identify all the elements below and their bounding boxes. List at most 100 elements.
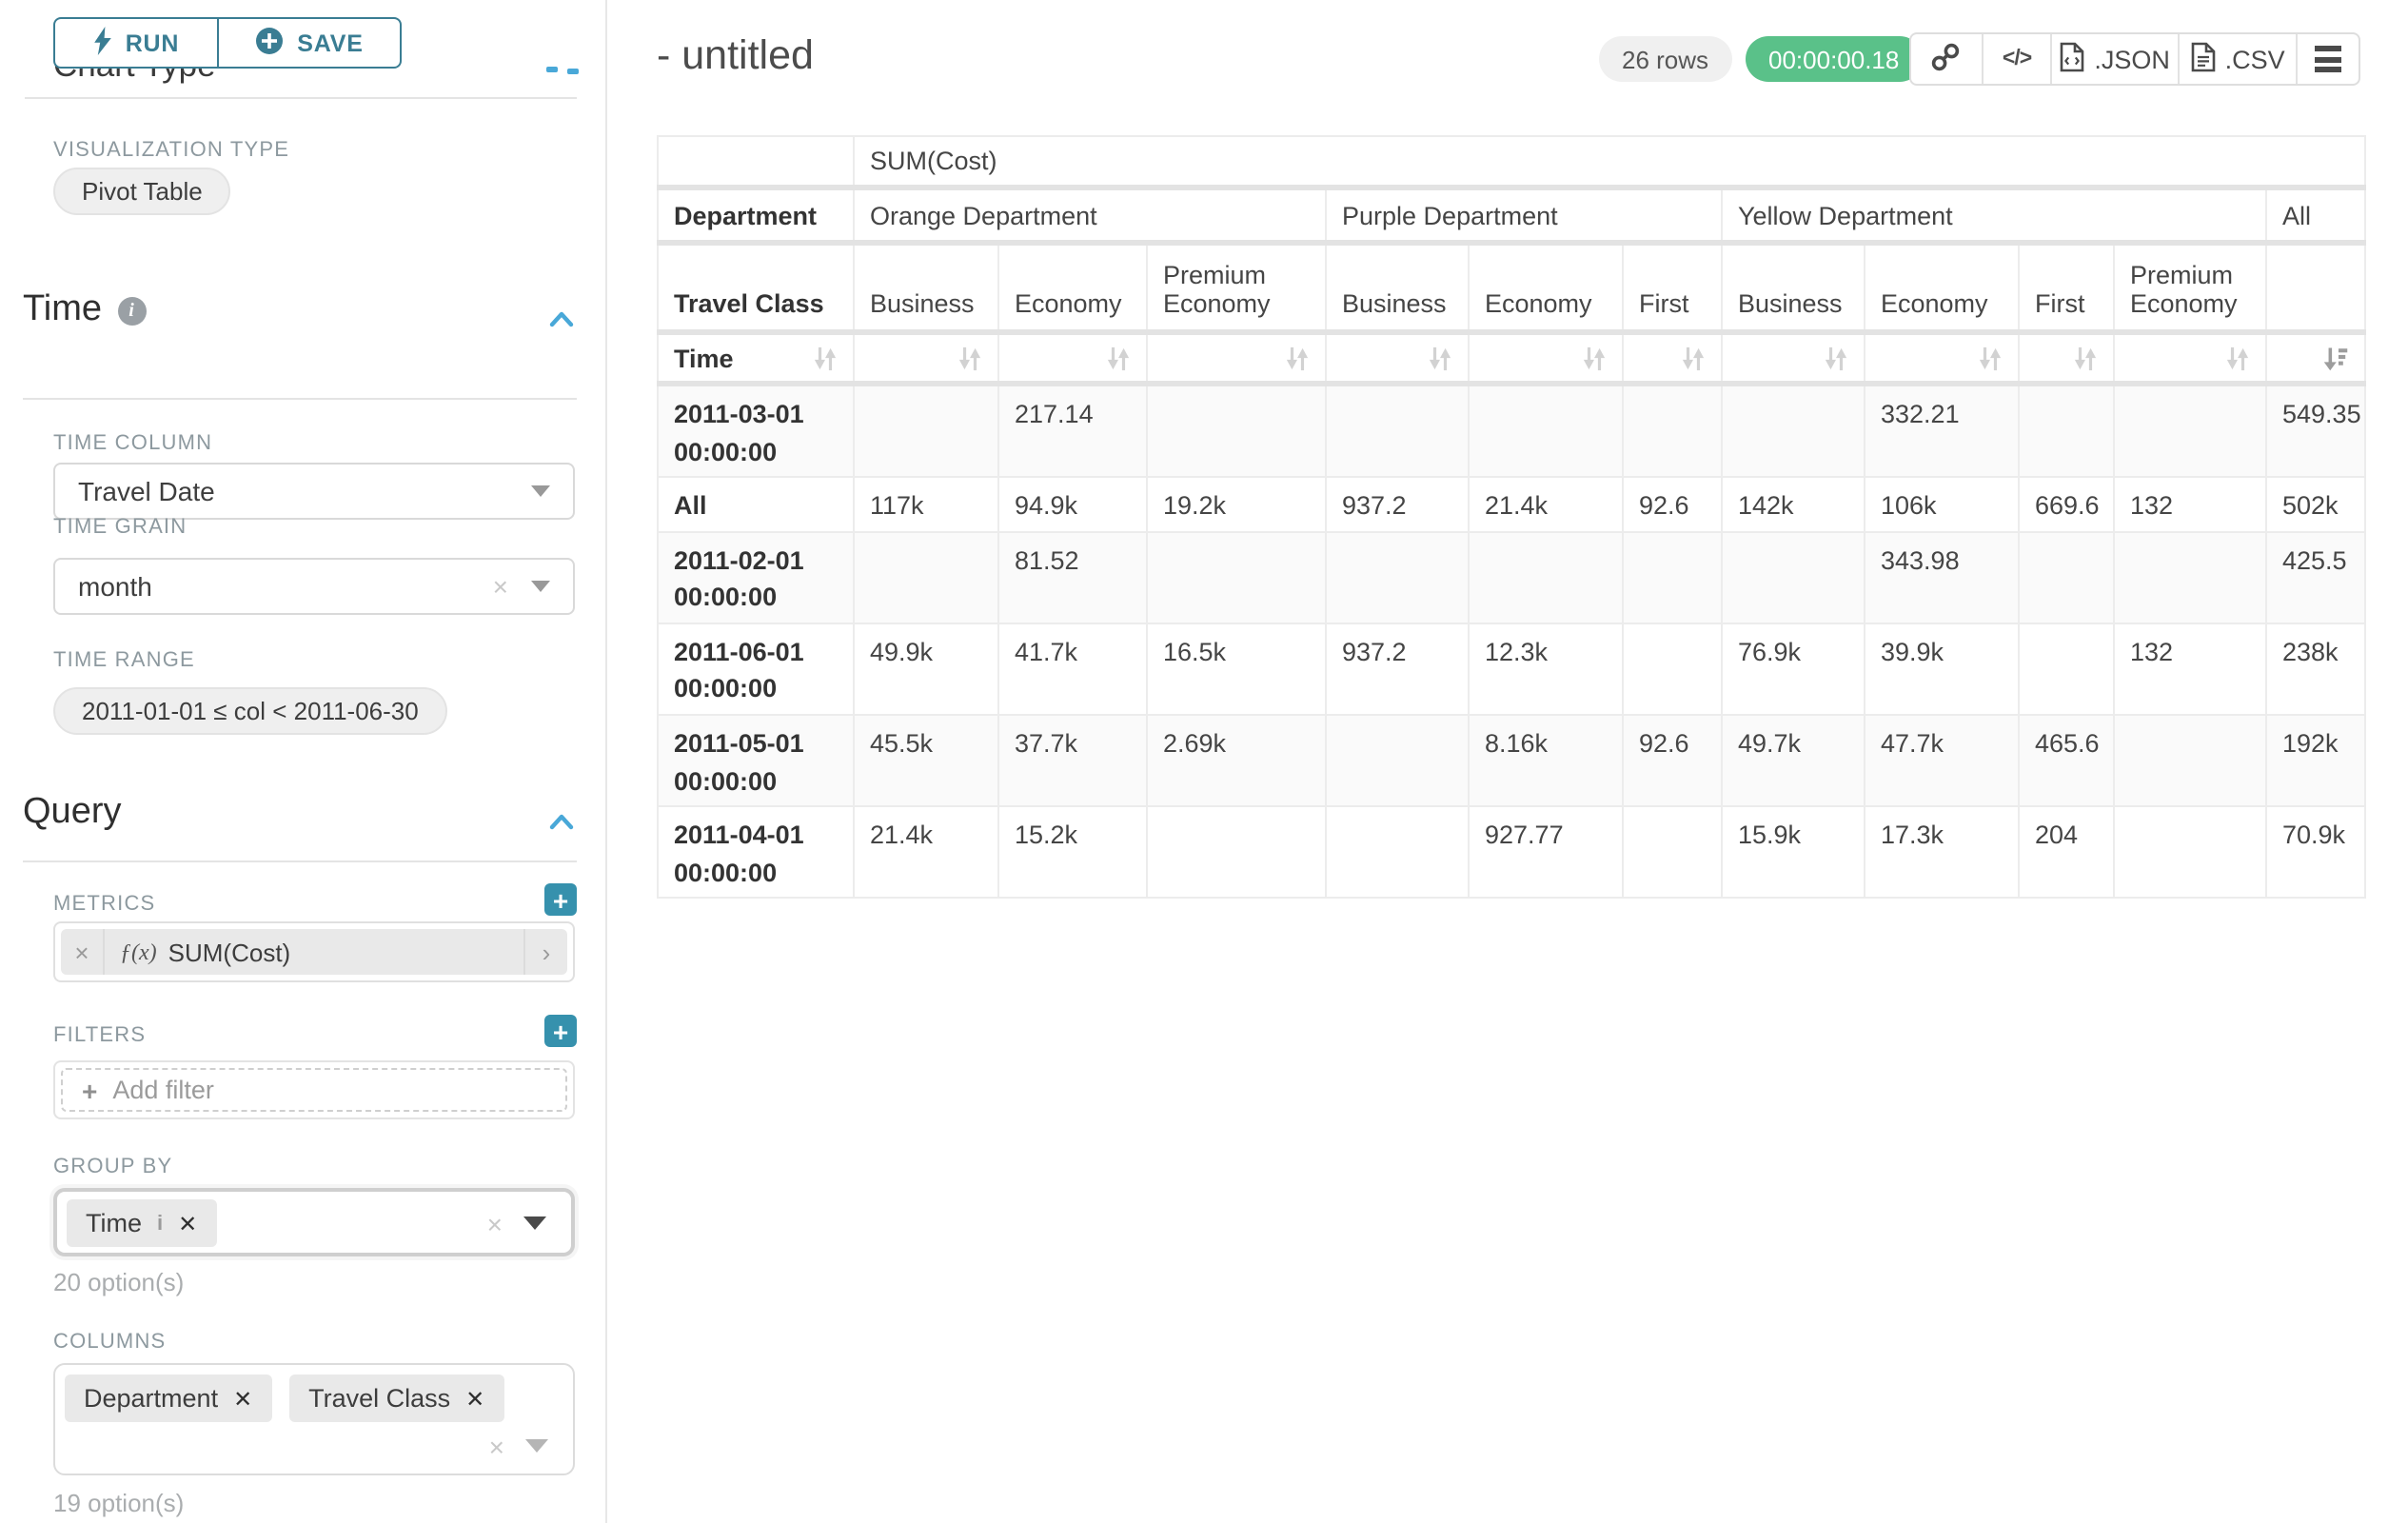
table-row: 2011-04-01 00:00:00 21.4k 15.2k 927.77 15.9k 1… xyxy=(657,805,2367,900)
sort-desc-icon[interactable] xyxy=(2322,346,2349,370)
group-by-tag: Time i ✕ xyxy=(67,1199,217,1247)
pivot-value-cell: 49.9k xyxy=(853,622,999,716)
pivot-value-cell: 2.69k xyxy=(1146,713,1327,808)
pivot-row-header: 2011-02-01 00:00:00 xyxy=(657,530,855,624)
remove-tag-icon[interactable]: ✕ xyxy=(465,1385,485,1412)
pivot-metric-row: SUM(Cost) xyxy=(657,135,2367,190)
pivot-department-row: Department Orange Department Purple Depart… xyxy=(657,187,2367,246)
pivot-value-cell: 81.52 xyxy=(997,530,1148,624)
pivot-value-cell: 15.9k xyxy=(1721,805,1865,900)
pivot-row-header: 2011-03-01 00:00:00 xyxy=(657,382,855,479)
remove-metric-icon[interactable]: × xyxy=(74,938,89,966)
pivot-value-cell: 16.5k xyxy=(1146,622,1327,716)
sort-icon[interactable] xyxy=(1681,346,1706,370)
pivot-class-header: First xyxy=(2018,242,2115,335)
pivot-row-header: 2011-06-01 00:00:00 xyxy=(657,622,855,716)
expand-metric-chevron-icon[interactable]: › xyxy=(542,938,551,966)
time-range-value[interactable]: 2011-01-01 ≤ col < 2011-06-30 xyxy=(53,687,447,735)
pivot-class-corner: Travel Class xyxy=(657,242,855,335)
query-section-collapse-chevron-icon[interactable] xyxy=(548,805,575,840)
metric-pill[interactable]: × ƒ(x) SUM(Cost) › xyxy=(61,929,567,975)
pivot-table: SUM(Cost) Department Orange Department Purp… xyxy=(657,135,2367,900)
add-filter-button[interactable]: + Add filter xyxy=(61,1068,567,1112)
group-by-control[interactable]: Time i ✕ × xyxy=(53,1188,575,1256)
time-section-collapse-chevron-icon[interactable] xyxy=(548,303,575,337)
pivot-sort-cell xyxy=(1622,331,1723,386)
pivot-sort-cell xyxy=(2018,331,2115,386)
time-section-heading: Time i xyxy=(23,289,147,331)
sort-icon[interactable] xyxy=(2225,346,2250,370)
chart-title[interactable]: - untitled xyxy=(657,32,814,78)
pivot-table-container: SUM(Cost) Department Orange Department Purp… xyxy=(657,135,2367,900)
pivot-value-cell: 12.3k xyxy=(1468,622,1624,716)
query-section-heading: Query xyxy=(23,792,122,832)
pivot-value-cell xyxy=(1721,530,1865,624)
remove-tag-icon[interactable]: ✕ xyxy=(233,1385,253,1412)
chevron-down-icon xyxy=(531,485,550,497)
pivot-value-cell: 94.9k xyxy=(997,476,1148,533)
pivot-value-cell xyxy=(2018,622,2115,716)
save-button[interactable]: SAVE xyxy=(217,17,402,69)
add-filter-plus-button[interactable]: + xyxy=(544,1015,577,1047)
pivot-value-cell: 238k xyxy=(2264,622,2367,716)
pivot-value-cell: 19.2k xyxy=(1146,476,1327,533)
pivot-sort-cell xyxy=(1864,331,2020,386)
export-csv-button[interactable]: .CSV xyxy=(2177,34,2297,84)
pivot-class-header: First xyxy=(1622,242,1723,335)
table-row: 2011-03-01 00:00:00 217.14 332.21 549.35 xyxy=(657,382,2367,479)
run-save-button-group: RUN SAVE xyxy=(53,17,402,69)
filters-control: + Add filter xyxy=(53,1060,575,1119)
time-grain-select[interactable]: month × xyxy=(53,558,575,615)
sort-icon[interactable] xyxy=(1106,346,1131,370)
table-row: 2011-05-01 00:00:00 45.5k 37.7k 2.69k 8.16k 92… xyxy=(657,713,2367,808)
pivot-sort-cell xyxy=(1721,331,1865,386)
pivot-value-cell xyxy=(1325,530,1470,624)
pivot-value-cell xyxy=(2018,530,2115,624)
view-query-button[interactable]: </> xyxy=(1981,34,2050,84)
pivot-value-cell: 76.9k xyxy=(1721,622,1865,716)
share-link-button[interactable] xyxy=(1911,34,1981,84)
pivot-value-cell: 937.2 xyxy=(1325,476,1470,533)
sort-icon[interactable] xyxy=(957,346,982,370)
pivot-value-cell xyxy=(853,530,999,624)
more-options-button[interactable] xyxy=(2296,34,2359,84)
time-grain-label: TIME GRAIN xyxy=(53,516,188,539)
chevron-down-icon[interactable] xyxy=(523,1216,546,1230)
pivot-value-cell xyxy=(853,382,999,479)
sort-icon[interactable] xyxy=(1824,346,1848,370)
sort-icon[interactable] xyxy=(1285,346,1310,370)
pivot-value-cell xyxy=(1622,530,1723,624)
columns-control[interactable]: Department ✕ Travel Class ✕ × xyxy=(53,1363,575,1475)
pivot-sort-cell xyxy=(1325,331,1470,386)
pivot-time-corner: Time xyxy=(657,331,855,386)
time-range-label: TIME RANGE xyxy=(53,649,195,672)
pivot-value-cell xyxy=(1146,530,1327,624)
sort-icon[interactable] xyxy=(1978,346,2003,370)
chevron-down-icon[interactable] xyxy=(525,1439,548,1453)
run-button[interactable]: RUN xyxy=(53,17,219,69)
sort-icon[interactable] xyxy=(2073,346,2098,370)
time-column-select[interactable]: Travel Date xyxy=(53,463,575,520)
row-count-badge: 26 rows xyxy=(1599,36,1732,82)
pivot-sort-cell xyxy=(2264,331,2367,386)
sort-icon[interactable] xyxy=(813,346,838,370)
clear-icon[interactable]: × xyxy=(488,1432,504,1462)
plus-icon: + xyxy=(82,1075,98,1105)
clear-icon[interactable]: × xyxy=(486,1209,503,1239)
hamburger-menu-icon xyxy=(2315,46,2342,72)
sort-icon[interactable] xyxy=(1582,346,1607,370)
sort-icon[interactable] xyxy=(1428,346,1452,370)
clear-icon[interactable]: × xyxy=(492,571,508,602)
export-json-button[interactable]: .JSON xyxy=(2050,34,2178,84)
pivot-value-cell: 142k xyxy=(1721,476,1865,533)
pivot-value-cell: 927.77 xyxy=(1468,805,1624,900)
pivot-class-row: Travel Class Business Economy Premium Econo… xyxy=(657,242,2367,335)
visualization-type-value[interactable]: Pivot Table xyxy=(53,168,231,215)
columns-label: COLUMNS xyxy=(53,1331,167,1354)
remove-tag-icon[interactable]: ✕ xyxy=(178,1210,198,1236)
pivot-value-cell: 49.7k xyxy=(1721,713,1865,808)
add-metric-button[interactable]: + xyxy=(544,883,577,916)
pivot-value-cell: 937.2 xyxy=(1325,622,1470,716)
pivot-value-cell: 332.21 xyxy=(1864,382,2020,479)
